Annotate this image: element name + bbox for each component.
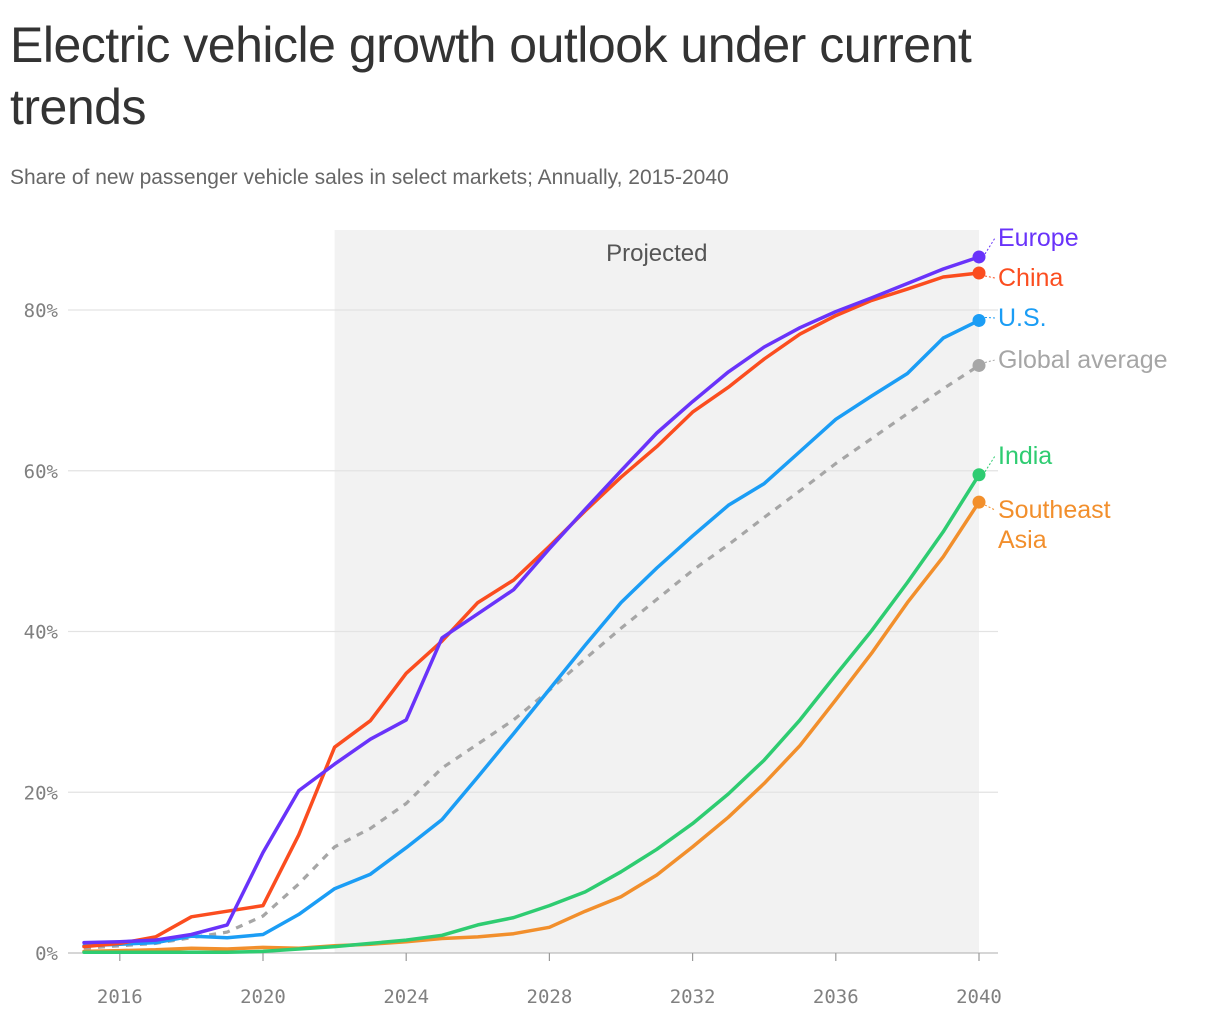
y-tick-label: 80% [24,300,59,322]
label-connector-southeast-asia [984,504,996,511]
x-tick-label: 2024 [383,986,429,1008]
x-tick-label: 2020 [240,986,286,1008]
end-point-southeast-asia [972,495,986,509]
chart-subtitle: Share of new passenger vehicle sales in … [10,166,729,189]
label-connector-india [984,455,996,473]
projected-label: Projected [606,240,707,267]
series-label-u-s: U.S. [998,304,1047,332]
series-line-europe [82,255,981,945]
label-connector-global-average [984,359,996,363]
label-connector-u-s [984,316,996,319]
y-tick-label: 0% [35,943,58,965]
series-line-southeast-asia [82,500,981,954]
x-tick-label: 2032 [670,986,716,1008]
y-tick-label: 40% [24,622,59,644]
x-tick-label: 2028 [527,986,573,1008]
series-line-u-s [82,318,981,948]
y-tick-label: 60% [24,461,59,483]
series-label-global-average: Global average [998,346,1168,374]
end-point-india [972,468,986,482]
end-point-u-s [972,313,986,327]
x-tick-label: 2016 [97,986,143,1008]
series-line-india [82,473,981,954]
y-tick-label: 20% [24,782,59,804]
projected-region [334,230,980,953]
end-point-china [972,266,986,280]
series-label-southeast-asia: Southeast Asia [998,496,1111,554]
series-label-india: India [998,442,1052,470]
series-label-europe: Europe [998,224,1079,252]
end-point-europe [972,250,986,264]
end-point-global-average [972,358,986,372]
chart-title: Electric vehicle growth outlook under cu… [10,17,972,135]
series-label-china: China [998,264,1063,292]
label-connector-china [984,275,996,279]
x-tick-label: 2036 [813,986,859,1008]
x-tick-label: 2040 [956,986,1002,1008]
label-connector-europe [984,237,996,255]
